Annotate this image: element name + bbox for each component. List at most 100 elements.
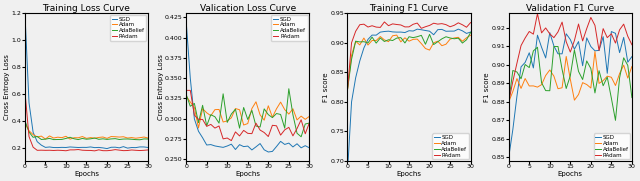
SGD (232, 148, 239, 151)
RAdam (360, 23, 368, 25)
Adam (293, 119, 301, 121)
SGD (393, 31, 401, 33)
Adam (195, 127, 202, 129)
Adam (29, 134, 37, 136)
RAdam (281, 129, 289, 131)
AdaBelief (579, 78, 586, 81)
RAdam (410, 23, 417, 25)
AdaBelief (128, 138, 136, 140)
RAdam (103, 150, 111, 152)
Adam (579, 82, 586, 84)
AdaBelief (191, 102, 198, 104)
AdaBelief (29, 136, 37, 138)
AdaBelief (244, 118, 252, 121)
Adam (285, 113, 292, 115)
SGD (227, 143, 235, 145)
SGD (558, 53, 566, 55)
RAdam (99, 150, 107, 152)
AdaBelief (203, 125, 211, 127)
Adam (111, 136, 119, 138)
AdaBelief (505, 101, 513, 103)
SGD (136, 146, 144, 148)
SGD (467, 31, 474, 33)
Adam (203, 112, 211, 114)
SGD (388, 31, 396, 33)
SGD (344, 172, 351, 174)
RAdam (599, 28, 607, 30)
Adam (442, 43, 450, 45)
AdaBelief (54, 138, 61, 141)
Adam (25, 130, 33, 132)
AdaBelief (132, 138, 140, 141)
AdaBelief (397, 37, 404, 39)
Adam (467, 34, 474, 36)
Line: SGD: SGD (348, 29, 470, 173)
AdaBelief (376, 37, 384, 39)
AdaBelief (289, 114, 297, 116)
Legend: SGD, Adam, AdaBelief, RAdam: SGD, Adam, AdaBelief, RAdam (594, 133, 630, 159)
Adam (186, 101, 194, 103)
Adam (438, 45, 445, 47)
AdaBelief (554, 45, 562, 48)
RAdam (525, 30, 533, 33)
AdaBelief (58, 138, 66, 140)
Adam (264, 105, 272, 107)
RAdam (607, 33, 615, 35)
SGD (372, 34, 380, 36)
SGD (74, 146, 82, 149)
AdaBelief (70, 138, 78, 140)
RAdam (381, 21, 388, 23)
Line: AdaBelief: AdaBelief (348, 32, 470, 90)
SGD (128, 146, 136, 149)
SGD (583, 37, 591, 39)
SGD (538, 46, 545, 48)
AdaBelief (587, 68, 595, 70)
AdaBelief (571, 49, 579, 51)
RAdam (227, 140, 235, 142)
AdaBelief (563, 87, 570, 90)
SGD (103, 148, 111, 150)
AdaBelief (66, 136, 74, 138)
Adam (368, 39, 376, 42)
RAdam (401, 26, 409, 28)
Adam (558, 87, 566, 89)
Line: Adam: Adam (348, 35, 470, 90)
Adam (356, 44, 364, 46)
RAdam (397, 24, 404, 26)
SGD (368, 34, 376, 36)
SGD (397, 31, 404, 33)
SGD (236, 144, 243, 146)
AdaBelief (529, 50, 537, 52)
SGD (223, 145, 231, 147)
SGD (454, 28, 462, 30)
AdaBelief (451, 38, 458, 40)
Adam (128, 136, 136, 139)
Adam (599, 79, 607, 82)
AdaBelief (211, 116, 219, 118)
Adam (509, 90, 516, 93)
Adam (244, 123, 252, 125)
SGD (417, 29, 425, 31)
RAdam (124, 150, 131, 152)
Adam (227, 117, 235, 119)
AdaBelief (298, 136, 305, 138)
Adam (232, 108, 239, 110)
RAdam (451, 24, 458, 26)
Y-axis label: F1 score: F1 score (484, 72, 490, 102)
SGD (108, 146, 115, 148)
RAdam (289, 135, 297, 137)
AdaBelief (583, 60, 591, 62)
Adam (305, 115, 313, 117)
AdaBelief (525, 66, 533, 69)
SGD (566, 38, 574, 41)
Adam (50, 137, 58, 139)
SGD (591, 50, 599, 52)
Adam (393, 34, 401, 36)
SGD (199, 137, 207, 139)
RAdam (87, 149, 95, 151)
AdaBelief (405, 36, 413, 38)
SGD (293, 143, 301, 145)
RAdam (91, 150, 99, 152)
Adam (505, 101, 513, 103)
RAdam (538, 32, 545, 34)
